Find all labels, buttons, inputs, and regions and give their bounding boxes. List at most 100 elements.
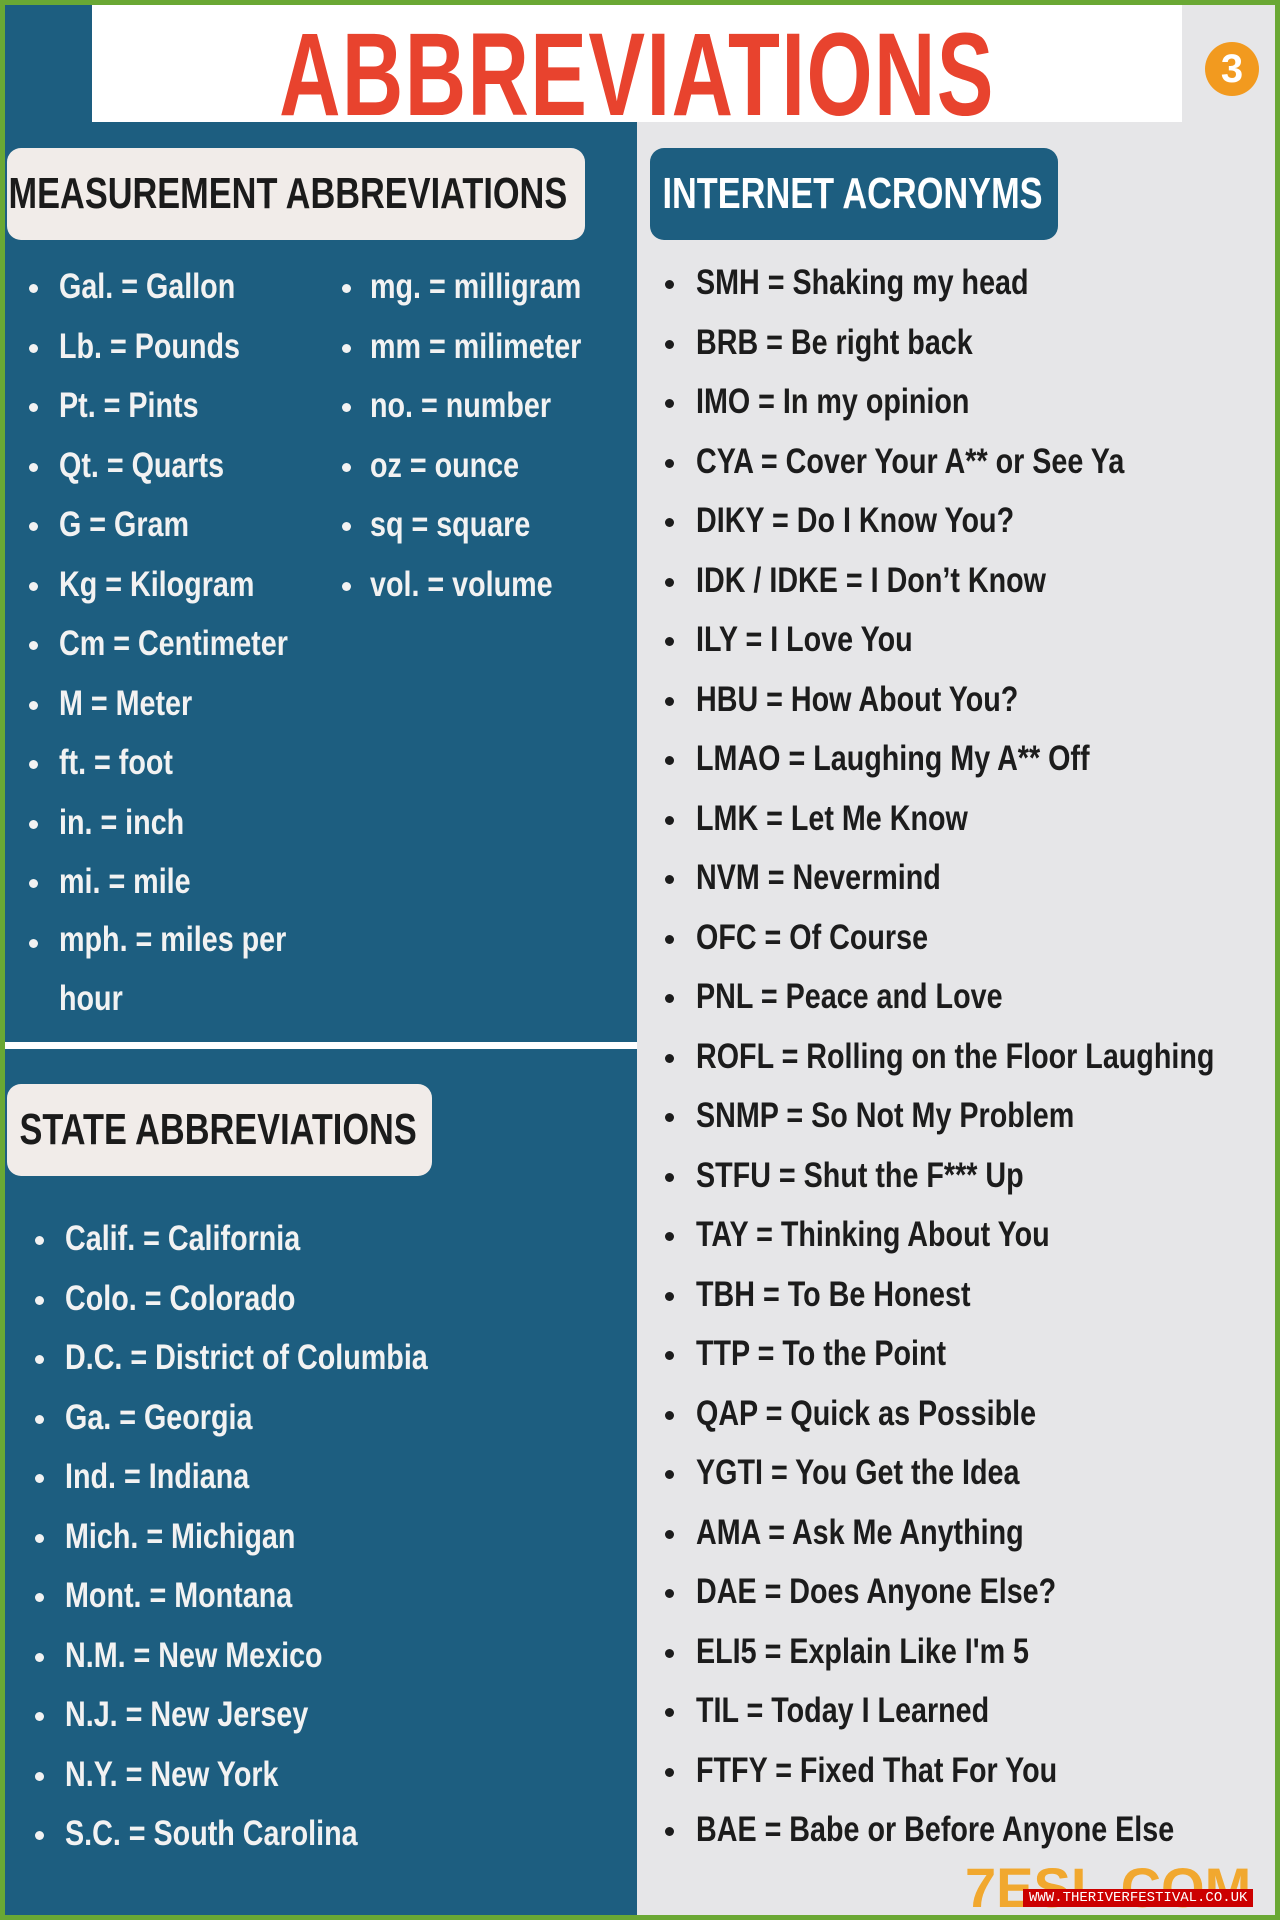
bullet xyxy=(665,458,674,468)
list-item: mi. = mile xyxy=(59,862,191,901)
list-item: TBH = To Be Honest xyxy=(696,1274,971,1314)
list-item: N.J. = New Jersey xyxy=(65,1695,309,1734)
bullet xyxy=(342,403,351,412)
list-item: NVM = Nevermind xyxy=(696,858,941,897)
bullet xyxy=(665,1470,674,1479)
right-panel xyxy=(637,5,1275,1915)
list-item: SNMP = So Not My Problem xyxy=(696,1096,1075,1135)
list-item: ROFL = Rolling on the Floor Laughing xyxy=(696,1036,1215,1076)
list-item: Cm = Centimeter xyxy=(59,624,288,663)
list-item: LMK = Let Me Know xyxy=(696,798,968,838)
bullet xyxy=(665,1589,674,1598)
bullet xyxy=(665,1648,674,1658)
bullet xyxy=(665,1708,674,1717)
bullet xyxy=(665,756,674,765)
bullet xyxy=(35,1831,44,1840)
list-item: M = Meter xyxy=(59,683,193,723)
bullet xyxy=(29,284,38,293)
bullet xyxy=(29,879,38,888)
bullet xyxy=(35,1355,44,1364)
list-item: CYA = Cover Your A** or See Ya xyxy=(696,441,1125,481)
list-item: Kg = Kilogram xyxy=(59,564,255,604)
list-item: mph. = miles per hour xyxy=(59,919,287,1019)
list-item: BRB = Be right back xyxy=(696,322,973,362)
list-item: PNL = Peace and Love xyxy=(696,977,1003,1016)
bullet xyxy=(342,522,351,531)
list-item: mm = milimeter xyxy=(370,326,582,366)
bullet xyxy=(35,1712,44,1721)
bullet xyxy=(665,1767,674,1777)
bullet xyxy=(342,343,351,353)
list-item: FTFY = Fixed That For You xyxy=(696,1750,1058,1790)
section-heading: MEASUREMENT ABBREVIATIONS xyxy=(7,148,585,240)
bullet xyxy=(35,1652,44,1662)
list-item: ILY = I Love You xyxy=(696,620,913,659)
bullet xyxy=(665,1172,674,1182)
bullet xyxy=(35,1236,44,1245)
list-item: HBU = How About You? xyxy=(696,679,1019,719)
list-item: IDK / IDKE = I Don’t Know xyxy=(696,560,1046,600)
heading-text: MEASUREMENT ABBREVIATIONS xyxy=(8,169,568,218)
list-item: no. = number xyxy=(370,386,551,425)
list-item: Pt. = Pints xyxy=(59,386,199,425)
list-item: G = Gram xyxy=(59,505,190,544)
list-item: sq = square xyxy=(370,505,531,544)
bullet xyxy=(665,577,674,587)
list-item: Qt. = Quarts xyxy=(59,445,225,485)
bullet xyxy=(665,637,674,646)
list-item: ft. = foot xyxy=(59,743,173,782)
list-item: D.C. = District of Columbia xyxy=(65,1338,428,1377)
list-item: ELI5 = Explain Like I'm 5 xyxy=(696,1631,1030,1671)
bullet xyxy=(665,994,674,1003)
bullet xyxy=(29,938,38,948)
list-item: Gal. = Gallon xyxy=(59,267,236,306)
bullet xyxy=(342,284,351,293)
bullet xyxy=(29,700,38,710)
bullet xyxy=(29,462,38,472)
section-heading: STATE ABBREVIATIONS xyxy=(7,1084,432,1176)
bullet xyxy=(665,815,674,825)
bullet xyxy=(665,1827,674,1836)
bullet xyxy=(29,641,38,650)
poster: ABBREVIATIONS 3 MEASUREMENT ABBREVIATION… xyxy=(5,5,1275,1915)
bullet xyxy=(665,399,674,408)
list-item: Calif. = California xyxy=(65,1219,301,1258)
bullet xyxy=(665,1053,674,1063)
bullet xyxy=(665,875,674,884)
bullet xyxy=(665,696,674,706)
bullet xyxy=(665,934,674,944)
list-item: S.C. = South Carolina xyxy=(65,1814,358,1853)
list-item: in. = inch xyxy=(59,802,185,842)
title-box: ABBREVIATIONS xyxy=(92,5,1182,141)
badge: 3 xyxy=(1205,42,1259,96)
list-item: Ind. = Indiana xyxy=(65,1457,250,1496)
list-item: TTP = To the Point xyxy=(696,1334,947,1373)
title: ABBREVIATIONS xyxy=(279,9,995,141)
list-item: TIL = Today I Learned xyxy=(696,1691,990,1730)
bullet xyxy=(29,760,38,769)
list-item: Ga. = Georgia xyxy=(65,1397,253,1437)
list-item: N.M. = New Mexico xyxy=(65,1635,323,1675)
list-item: N.Y. = New York xyxy=(65,1754,279,1794)
list-item: AMA = Ask Me Anything xyxy=(696,1512,1024,1552)
url: WWW.THERIVERFESTIVAL.CO.UK xyxy=(1023,1889,1254,1907)
bullet xyxy=(665,518,674,527)
list-item: Mont. = Montana xyxy=(65,1576,293,1615)
list-item: Colo. = Colorado xyxy=(65,1278,296,1318)
bullet xyxy=(35,1533,44,1543)
bullet xyxy=(29,403,38,412)
list-item: mg. = milligram xyxy=(370,267,582,306)
bullet xyxy=(342,581,351,591)
list-item: STFU = Shut the F*** Up xyxy=(696,1155,1024,1195)
bullet xyxy=(665,1410,674,1420)
list-item: oz = ounce xyxy=(370,445,520,485)
list-item: TAY = Thinking About You xyxy=(696,1215,1050,1254)
list-item: vol. = volume xyxy=(370,564,553,604)
bullet xyxy=(665,1529,674,1539)
section-heading: INTERNET ACRONYMS xyxy=(650,148,1058,240)
bullet xyxy=(665,1232,674,1241)
bullet xyxy=(35,1295,44,1305)
list-item: Mich. = Michigan xyxy=(65,1516,296,1556)
list-item: LMAO = Laughing My A** Off xyxy=(696,739,1090,778)
